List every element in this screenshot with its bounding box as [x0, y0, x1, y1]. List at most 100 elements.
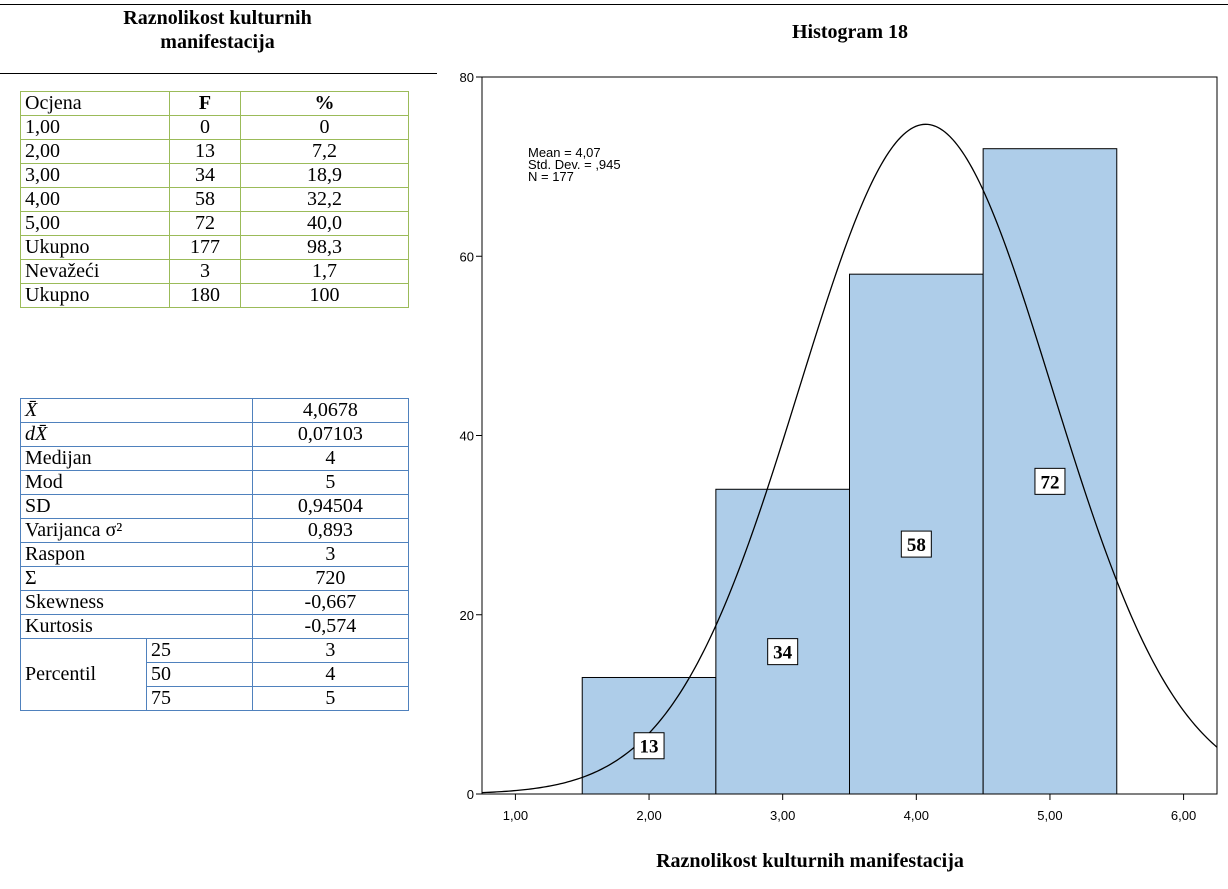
- table-row: 4,00 58 32,2: [20, 187, 409, 212]
- stat-value: 0,893: [251, 518, 410, 543]
- stat-value: 5: [251, 470, 410, 495]
- f-cell: 0: [169, 115, 241, 140]
- frequency-table: Ocjena F % 1,00 0 0 2,00 13 7,2 3,00 34 18,9 4…: [20, 91, 409, 308]
- normal-curve: [481, 123, 1218, 794]
- ocjena-cell: Nevažeći: [20, 259, 170, 284]
- x-axis-title: Raznolikost kulturnih manifestacija: [656, 850, 964, 872]
- ocjena-cell: Ukupno: [20, 235, 170, 260]
- stat-value: 4,0678: [251, 398, 410, 423]
- top-rule: [0, 4, 1228, 5]
- percent-cell: 18,9: [240, 163, 409, 188]
- stat-label: Kurtosis: [20, 614, 253, 639]
- bar-label-box: [767, 638, 799, 666]
- f-cell: 3: [169, 259, 241, 284]
- percentile-key: 75: [145, 686, 253, 711]
- percent-cell: 1,7: [240, 259, 409, 284]
- stat-label: SD: [20, 494, 253, 519]
- percent-cell: 0: [240, 115, 409, 140]
- bar-value-label: 13: [640, 737, 659, 758]
- y-tick-label: 60: [460, 249, 474, 264]
- percent-cell: 7,2: [240, 139, 409, 164]
- table-row: Ukupno 177 98,3: [20, 235, 409, 260]
- table-row: 3,00 34 18,9: [20, 163, 409, 188]
- bar-label-box: [1034, 467, 1066, 495]
- percentile-key: 25: [145, 638, 253, 663]
- stat-label: Σ: [20, 566, 253, 591]
- table-row: Kurtosis -0,574: [20, 614, 410, 639]
- stats-line: Std. Dev. = ,945: [528, 157, 621, 172]
- table-row: Skewness -0,667: [20, 590, 410, 615]
- x-tick-label: 4,00: [904, 808, 929, 823]
- bar-label-box: [900, 530, 932, 558]
- table-row: 2,00 13 7,2: [20, 139, 409, 164]
- stat-value: -0,667: [251, 590, 410, 615]
- percentil-label: Percentil: [20, 638, 147, 711]
- table-row: 5,00 72 40,0: [20, 211, 409, 236]
- ocjena-cell: Ukupno: [20, 283, 170, 308]
- y-tick-label: 0: [467, 787, 474, 802]
- stat-value: 0,94504: [251, 494, 410, 519]
- percentile-key: 50: [145, 662, 253, 687]
- table-row: Varijanca σ² 0,893: [20, 518, 410, 543]
- stats-line: Mean = 4,07: [528, 145, 601, 160]
- table-row: dX̄ 0,07103: [20, 422, 410, 447]
- table-row: Medijan 4: [20, 446, 410, 471]
- stat-value: 0,07103: [251, 422, 410, 447]
- stat-value: 3: [251, 542, 410, 567]
- bar-value-label: 58: [907, 535, 926, 556]
- histogram-chart: 13 34 58 72 0 20 40 60 80 1,00 2,00 3,00 4,00 5,00 6,…: [460, 72, 1218, 823]
- chart-title: Histogram 18: [791, 21, 909, 43]
- percentile-value: 3: [251, 638, 410, 663]
- stats-line: N = 177: [528, 169, 574, 184]
- ocjena-cell: 4,00: [20, 187, 170, 212]
- header-ocjena: Ocjena: [20, 91, 170, 116]
- header-f: F: [169, 91, 241, 116]
- ocjena-cell: 5,00: [20, 211, 170, 236]
- stat-label: Varijanca σ²: [20, 518, 253, 543]
- table-row: 50 4: [21, 662, 410, 687]
- bar-value-label: 34: [773, 643, 793, 664]
- percent-cell: 98,3: [240, 235, 409, 260]
- stat-label: Mod: [20, 470, 253, 495]
- table-row: 1,00 0 0: [20, 115, 409, 140]
- freq-header-row: Ocjena F %: [20, 91, 409, 116]
- bar-value-label: 72: [1040, 472, 1059, 493]
- statistics-table: X̄ 4,0678 dX̄ 0,07103 Medijan 4 Mod 5 SD 0,94…: [20, 398, 410, 711]
- stat-value: -0,574: [251, 614, 410, 639]
- table-row: X̄ 4,0678: [20, 398, 410, 423]
- x-tick-label: 5,00: [1037, 808, 1062, 823]
- table-row: Σ 720: [20, 566, 410, 591]
- x-tick-label: 1,00: [503, 808, 528, 823]
- ocjena-cell: 3,00: [20, 163, 170, 188]
- stat-label: dX̄: [20, 422, 253, 447]
- table-row: Mod 5: [20, 470, 410, 495]
- f-cell: 72: [169, 211, 241, 236]
- x-tick-label: 2,00: [636, 808, 661, 823]
- x-tick-label: 6,00: [1171, 808, 1196, 823]
- y-tick-label: 40: [460, 429, 474, 444]
- percent-cell: 40,0: [240, 211, 409, 236]
- percent-cell: 100: [240, 283, 409, 308]
- stat-label: Medijan: [20, 446, 253, 471]
- stat-value: 720: [251, 566, 410, 591]
- left-title: Raznolikost kulturnih manifestacija: [123, 7, 312, 53]
- y-tick-label: 80: [460, 72, 474, 85]
- table-row: Raspon 3: [20, 542, 410, 567]
- f-cell: 58: [169, 187, 241, 212]
- table-row: SD 0,94504: [20, 494, 410, 519]
- f-cell: 34: [169, 163, 241, 188]
- percentile-value: 5: [251, 686, 410, 711]
- stat-value: 4: [251, 446, 410, 471]
- stat-label: Raspon: [20, 542, 253, 567]
- table-row: 75 5: [21, 686, 410, 711]
- ocjena-cell: 2,00: [20, 139, 170, 164]
- stat-label: Skewness: [20, 590, 253, 615]
- header-percent: %: [240, 91, 409, 116]
- f-cell: 180: [169, 283, 241, 308]
- x-tick-label: 3,00: [770, 808, 795, 823]
- y-tick-label: 20: [460, 608, 474, 623]
- f-cell: 13: [169, 139, 241, 164]
- ocjena-cell: 1,00: [20, 115, 170, 140]
- header-rule-left: [0, 73, 437, 74]
- stat-label: X̄: [20, 398, 253, 423]
